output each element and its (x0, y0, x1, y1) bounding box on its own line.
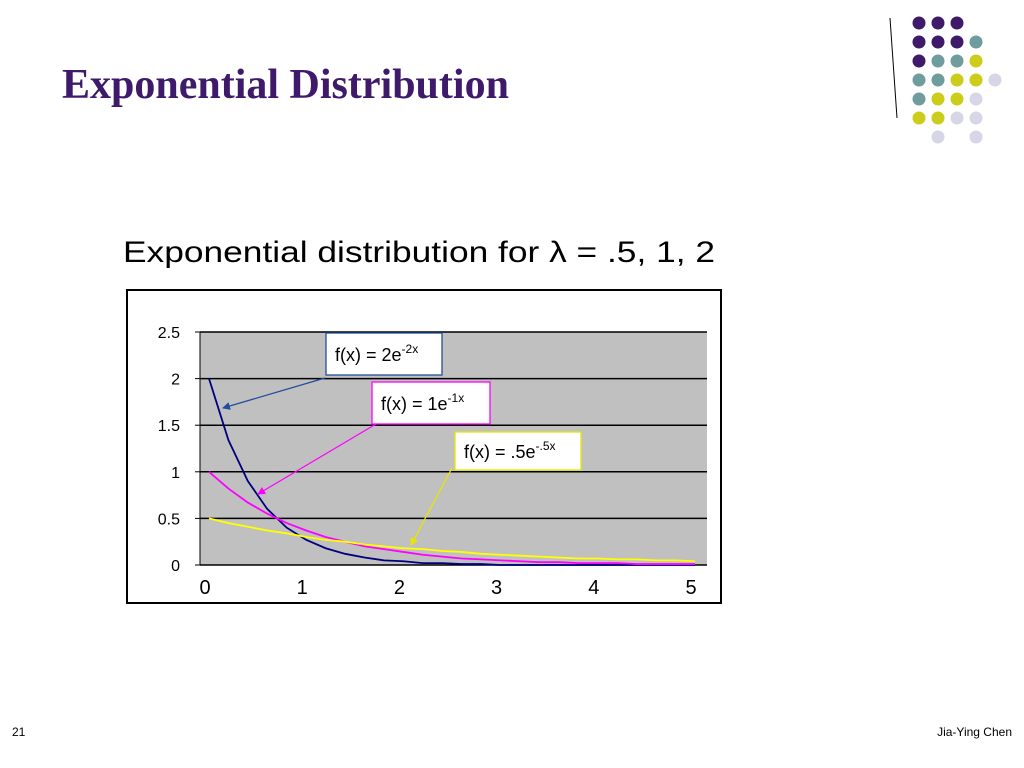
plot-area (200, 332, 707, 565)
decor-dot (969, 73, 983, 87)
annotation-text: f(x) = 1e-1x (381, 391, 464, 414)
decor-dot (912, 16, 926, 30)
annotation-main: f(x) = .5e (464, 442, 536, 462)
decor-dot (931, 16, 945, 30)
decor-dot (950, 73, 964, 87)
annotation-box (371, 381, 491, 425)
decor-dot (950, 111, 964, 125)
chart: 00.511.522.50 1 2 3 4 5f(x) = 2e-2xf(x) = 1e-… (158, 325, 707, 599)
annotation-arrow (410, 467, 453, 546)
series-line (208, 471, 695, 565)
x-tick-label: 3 (491, 577, 502, 599)
decor-dot (969, 92, 983, 106)
annotation-sup: -1x (448, 391, 465, 405)
annotation-box (325, 332, 443, 376)
decor-dot (969, 130, 983, 144)
series-line (208, 517, 696, 563)
x-tick-label: 2 (394, 577, 405, 599)
decor-dot (950, 16, 964, 30)
decor-dot (969, 35, 983, 49)
decor-dot (912, 35, 926, 49)
decor-dot (969, 54, 983, 68)
decor-dot (969, 111, 983, 125)
annotation-sup: -.5x (536, 439, 556, 453)
decor-dot (988, 73, 1002, 87)
decor-dot (912, 73, 926, 87)
x-tick-label: 5 (685, 577, 696, 599)
decor-dot (950, 35, 964, 49)
annotation-main: f(x) = 1e (381, 394, 448, 414)
page-number: 21 (12, 725, 26, 739)
x-tick-label: 0 (199, 577, 210, 599)
annotation-arrow (257, 423, 377, 495)
annotation-sup: -2x (402, 342, 419, 356)
decor-dot (912, 54, 926, 68)
annotation-text: f(x) = 2e-2x (335, 342, 418, 365)
decor-dot (912, 92, 926, 106)
decor-dot (931, 111, 945, 125)
decor-dot (931, 73, 945, 87)
decor-dot (931, 130, 945, 144)
decor-dot (950, 92, 964, 106)
annotation-arrow (222, 377, 326, 410)
y-tick-label: 1 (171, 465, 180, 482)
x-tick-label: 1 (297, 577, 308, 599)
y-tick-label: 0 (171, 558, 180, 575)
annotation-main: f(x) = 2e (335, 345, 402, 365)
x-tick-label: 4 (588, 577, 599, 599)
decor-dot (931, 35, 945, 49)
series-line (208, 378, 695, 566)
y-tick-label: 0.5 (158, 511, 180, 528)
chart-title: Exponential distribution for λ = .5, 1, … (123, 236, 715, 269)
decor-dots (912, 16, 1002, 144)
decor-dot (931, 54, 945, 68)
slide-title: Exponential Distribution (62, 62, 509, 108)
annotation-box (454, 431, 582, 471)
decor-dot (931, 92, 945, 106)
y-tick-label: 2 (171, 372, 180, 389)
decor-dot (912, 111, 926, 125)
y-tick-label: 1.5 (158, 418, 180, 435)
decor-line (889, 17, 898, 119)
decor-dot (950, 54, 964, 68)
author: Jia-Ying Chen (937, 725, 1012, 739)
y-tick-label: 2.5 (158, 325, 180, 342)
annotation-text: f(x) = .5e-.5x (464, 439, 556, 462)
